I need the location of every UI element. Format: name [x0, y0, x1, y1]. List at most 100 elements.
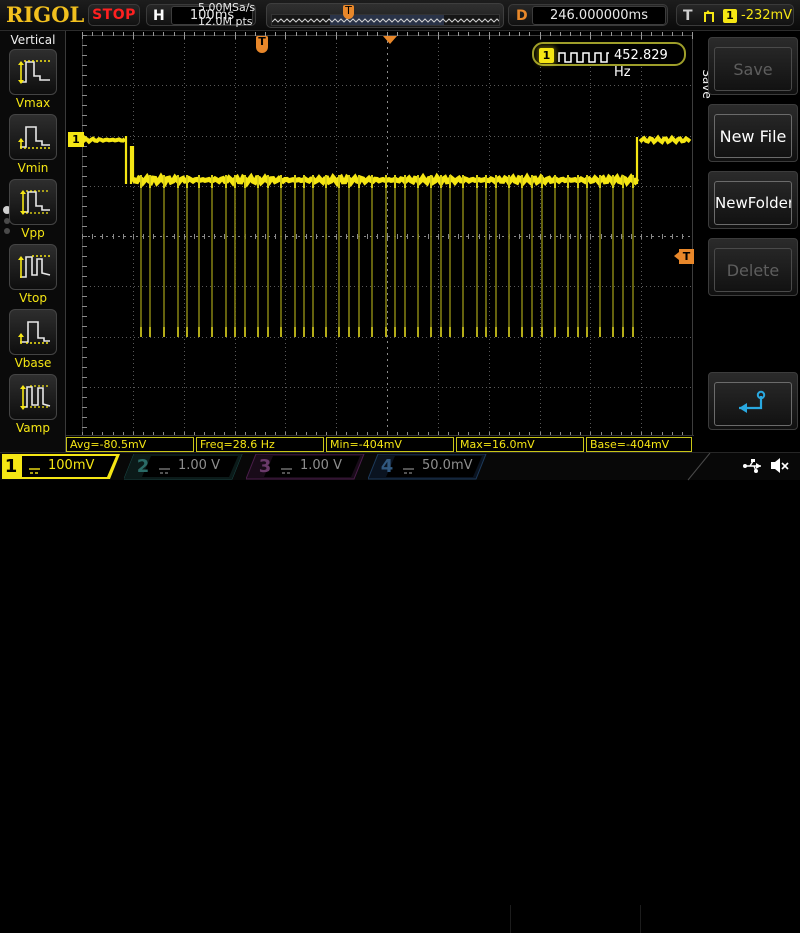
measurement-freq[interactable]: Freq=28.6 Hz	[196, 437, 324, 452]
channel-1-number: 1	[4, 456, 18, 477]
ruler-tick	[184, 32, 185, 39]
run-stop-button[interactable]: STOP	[88, 4, 140, 26]
sidebar-item-vmin[interactable]: Vmin	[9, 114, 57, 176]
gridline	[82, 95, 86, 96]
gridline	[662, 432, 663, 435]
trigger-level-value[interactable]: -232mV	[741, 8, 793, 23]
horizontal-value[interactable]: 100ms	[171, 6, 253, 25]
ruler-tick	[682, 32, 683, 36]
channel-tab-2[interactable]: 2 1.00 V	[124, 454, 244, 480]
channel-tab-4[interactable]: 4 50.0mV	[368, 454, 488, 480]
new-folder-button[interactable]: NewFolder	[708, 171, 798, 229]
gridline	[499, 432, 500, 435]
gridline	[641, 234, 642, 239]
vertical-menu-title: Vertical	[10, 33, 56, 47]
ruler-tick	[529, 32, 530, 36]
trigger-label: T	[683, 8, 693, 24]
gridline	[82, 65, 86, 66]
gridline	[153, 432, 154, 435]
vamp-icon	[9, 374, 57, 420]
sidebar-item-vamp[interactable]: Vamp	[9, 374, 57, 436]
gridline	[296, 432, 297, 435]
gridline	[255, 432, 256, 435]
channel-1-scale: 100mV	[48, 458, 95, 473]
channel-3-scale: 1.00 V	[300, 458, 342, 473]
gridline	[357, 432, 358, 435]
sidebar-item-vbase[interactable]: Vbase	[9, 309, 57, 371]
ruler-tick	[204, 32, 205, 36]
gridline	[336, 234, 337, 239]
save-button[interactable]: Save	[708, 37, 798, 95]
gridline	[306, 432, 307, 435]
trigger-group[interactable]: T 1 -232mV	[676, 4, 794, 26]
gridline	[529, 234, 530, 239]
waveform-display-area[interactable]	[66, 31, 694, 435]
horizontal-timebase-group[interactable]: H 100ms	[146, 4, 256, 26]
back-button[interactable]	[708, 372, 798, 430]
channel-2-number: 2	[136, 456, 150, 477]
ruler-tick	[346, 32, 347, 36]
ruler-tick	[255, 32, 256, 36]
new-file-button[interactable]: New File	[708, 104, 798, 162]
ruler-tick	[367, 32, 368, 36]
measurement-min[interactable]: Min=-404mV	[326, 437, 454, 452]
delay-position-marker-top[interactable]	[383, 36, 397, 44]
sidebar-item-label: Vamp	[16, 421, 50, 435]
gridline	[346, 432, 347, 435]
ruler-tick	[479, 32, 480, 36]
gridline	[82, 316, 86, 317]
gridline	[275, 432, 276, 435]
ruler-tick	[102, 32, 103, 36]
gridline	[590, 234, 591, 239]
measurement-base[interactable]: Base=-404mV	[586, 437, 692, 452]
trigger-position-marker-top[interactable]: T	[256, 36, 268, 53]
gridline	[621, 234, 622, 239]
delete-button[interactable]: Delete	[708, 238, 798, 296]
vtop-icon	[9, 244, 57, 290]
sample-info: 5.00MSa/s 12.0M pts	[198, 1, 264, 30]
channel-tab-3[interactable]: 3 1.00 V	[246, 454, 366, 480]
ruler-tick	[590, 32, 591, 39]
sidebar-item-vmax[interactable]: Vmax	[9, 49, 57, 111]
vpp-icon	[9, 179, 57, 225]
measurement-max[interactable]: Max=16.0mV	[456, 437, 584, 452]
gridline	[82, 432, 83, 435]
gridline	[82, 45, 86, 46]
gridline	[438, 234, 439, 239]
sidebar-item-label: Vmin	[17, 161, 49, 175]
delay-group[interactable]: D 246.000000ms	[508, 4, 668, 26]
gridline	[82, 176, 86, 177]
square-wave-icon	[558, 49, 610, 63]
gridline	[306, 234, 307, 239]
channel-tab-1[interactable]: 1 100mV	[2, 454, 122, 479]
vertical-measure-menu: Vertical Vmax	[0, 31, 66, 452]
ruler-tick	[163, 32, 164, 36]
measurement-avg[interactable]: Avg=-80.5mV	[66, 437, 194, 452]
gridline	[184, 432, 185, 435]
save-button-label: Save	[714, 47, 792, 91]
gridline	[82, 326, 86, 327]
waveform-preview-bar[interactable]: T	[266, 3, 504, 28]
scroll-dot	[2, 206, 11, 214]
gridline	[692, 35, 693, 435]
gridline	[407, 432, 408, 435]
gridline	[641, 432, 642, 435]
gridline	[672, 234, 673, 239]
ch1-ground-marker[interactable]: 1	[68, 132, 89, 147]
gridline	[113, 432, 114, 435]
gridline	[336, 432, 337, 435]
gridline	[367, 432, 368, 435]
menu-scroll-indicator	[2, 206, 11, 238]
delay-value[interactable]: 246.000000ms	[532, 6, 666, 25]
sidebar-item-vpp[interactable]: Vpp	[9, 179, 57, 241]
gridline	[82, 276, 86, 277]
frequency-counter-box[interactable]: 1 452.829 Hz	[532, 42, 686, 80]
ruler-tick	[672, 32, 673, 36]
ruler-tick	[560, 32, 561, 36]
trigger-level-marker-right[interactable]: T	[674, 249, 694, 264]
divider	[510, 905, 511, 933]
sidebar-item-vtop[interactable]: Vtop	[9, 244, 57, 306]
gridline	[387, 234, 388, 239]
gridline	[82, 35, 86, 36]
gridline	[621, 432, 622, 435]
